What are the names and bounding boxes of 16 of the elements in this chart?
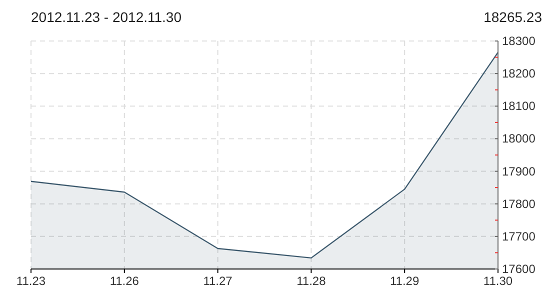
x-tick-label: 11.27 xyxy=(203,274,233,288)
y-tick-label: 17700 xyxy=(502,229,536,244)
chart-title: 2012.11.23 - 2012.11.30 xyxy=(31,9,182,25)
y-tick-label: 18100 xyxy=(502,99,536,114)
x-tick-label: 11.28 xyxy=(296,274,326,288)
x-tick-label: 11.26 xyxy=(110,274,140,288)
x-tick-label: 11.23 xyxy=(16,274,46,288)
y-tick-label: 18000 xyxy=(502,132,536,146)
y-tick-label: 17800 xyxy=(502,196,536,211)
y-tick-label: 17900 xyxy=(502,164,536,178)
text: 18265.23 xyxy=(484,9,542,25)
y-tick-label: 18200 xyxy=(502,66,536,81)
y-tick-label: 17600 xyxy=(502,262,536,276)
x-tick-label: 11.29 xyxy=(390,274,420,288)
x-tick-label: 11.30 xyxy=(483,274,513,288)
y-tick-label: 18300 xyxy=(502,34,536,48)
